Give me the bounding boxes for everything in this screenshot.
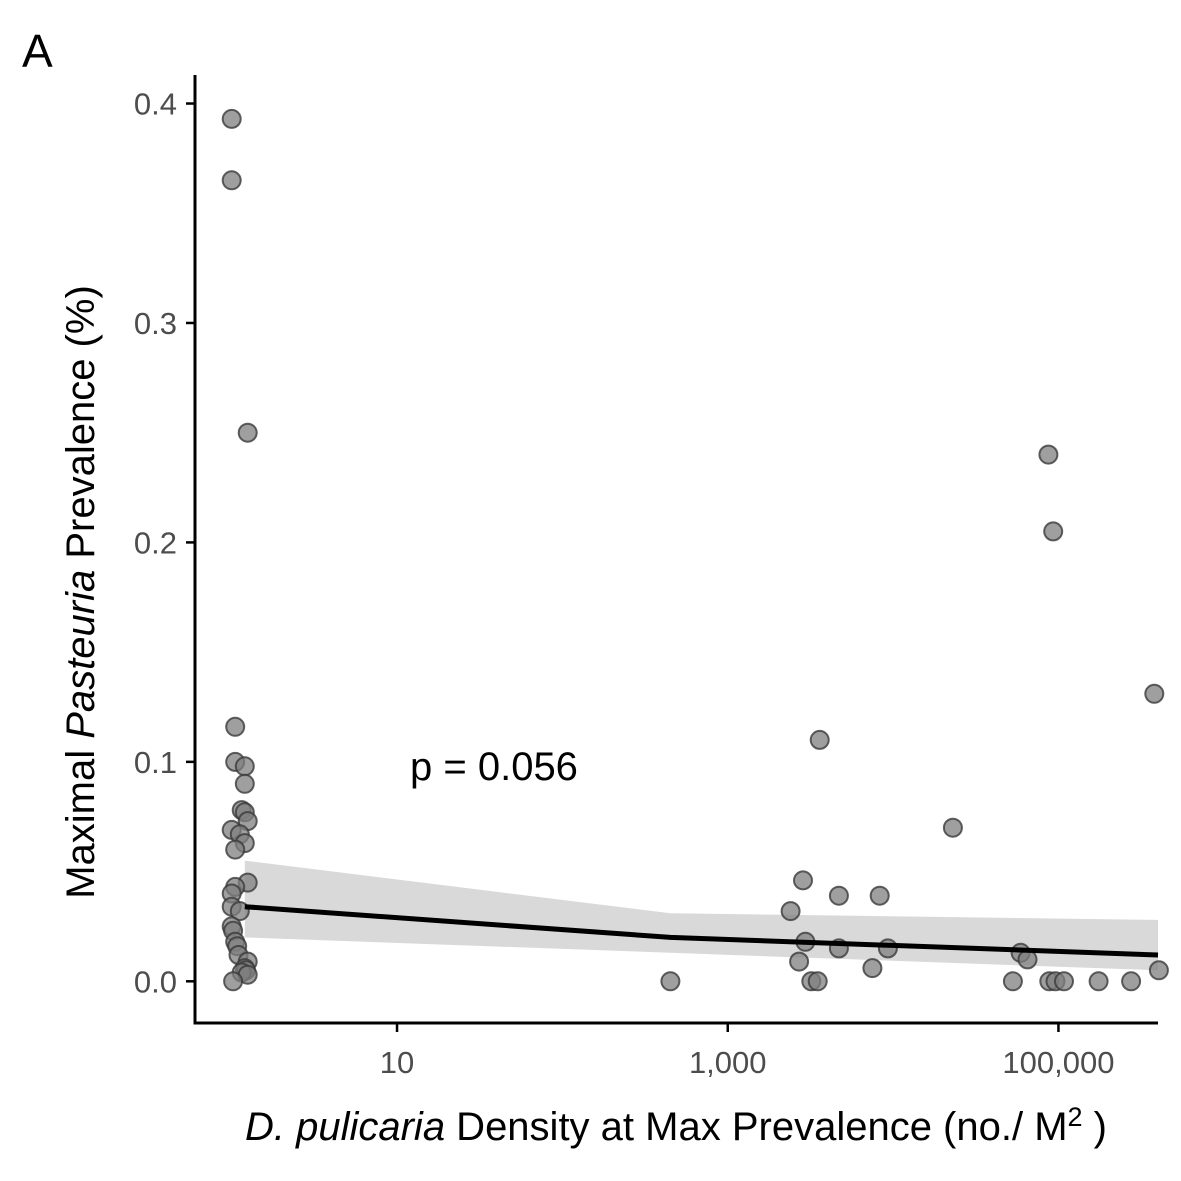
- y-tick-label: 0.0: [134, 964, 177, 999]
- data-point: [1148, 960, 1169, 981]
- data-point: [780, 901, 801, 922]
- data-point: [221, 170, 242, 191]
- y-axis-title-suffix: Prevalence (%): [59, 285, 103, 570]
- data-point: [877, 938, 898, 959]
- fit-line: [244, 904, 1159, 958]
- data-point: [942, 817, 963, 838]
- y-tick-label: 0.3: [134, 306, 177, 341]
- p-value-annotation: p = 0.056: [410, 745, 578, 789]
- data-point: [234, 756, 255, 777]
- data-point: [1002, 971, 1023, 992]
- data-point: [225, 716, 246, 737]
- fit-line-layer: [244, 904, 1159, 958]
- data-point: [869, 885, 890, 906]
- x-axis-title-close: ): [1083, 1105, 1107, 1149]
- data-point: [789, 951, 810, 972]
- data-point: [237, 422, 258, 443]
- data-point: [1038, 444, 1059, 465]
- x-tick-label: 100,000: [1002, 1045, 1114, 1080]
- confidence-band: [244, 860, 1159, 971]
- x-axis-title-superscript: 2: [1068, 1102, 1083, 1132]
- data-points-layer: [221, 108, 1169, 992]
- data-point: [1043, 521, 1064, 542]
- data-point: [229, 901, 250, 922]
- data-point: [1017, 949, 1038, 970]
- data-point: [660, 971, 681, 992]
- panel-label: A: [22, 25, 53, 77]
- data-point: [1088, 971, 1109, 992]
- x-tick-label: 10: [380, 1045, 414, 1080]
- data-point: [221, 108, 242, 129]
- axes: [193, 75, 1158, 1025]
- y-tick-label: 0.2: [134, 525, 177, 560]
- y-tick-label: 0.4: [134, 87, 177, 122]
- data-point: [225, 839, 246, 860]
- y-axis-title-prefix: Maximal: [59, 739, 103, 899]
- confidence-band-layer: [244, 860, 1159, 971]
- y-ticks: 0.0 0.1 0.2 0.3 0.4: [134, 87, 195, 999]
- data-point: [793, 870, 813, 891]
- x-axis-title-text: Density at Max Prevalence (no./ M: [445, 1105, 1067, 1149]
- data-point: [828, 885, 849, 906]
- data-point: [862, 958, 883, 979]
- data-point: [809, 729, 830, 750]
- y-tick-label: 0.1: [134, 745, 177, 780]
- data-point: [223, 971, 244, 992]
- data-point: [1144, 683, 1165, 704]
- x-axis-title-italic: D. pulicaria: [245, 1105, 445, 1149]
- y-axis-title: Maximal Pasteuria Prevalence (%): [59, 285, 103, 899]
- data-point: [234, 773, 255, 794]
- x-tick-label: 1,000: [689, 1045, 767, 1080]
- x-ticks: 10 1,000 100,000: [380, 1023, 1114, 1080]
- data-point: [1054, 971, 1074, 992]
- y-axis-title-italic: Pasteuria: [59, 570, 103, 739]
- x-axis-title: D. pulicaria Density at Max Prevalence (…: [245, 1102, 1107, 1149]
- data-point: [807, 971, 828, 992]
- data-point: [1121, 971, 1142, 992]
